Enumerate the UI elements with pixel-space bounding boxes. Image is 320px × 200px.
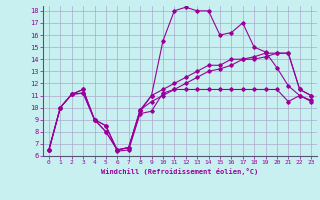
X-axis label: Windchill (Refroidissement éolien,°C): Windchill (Refroidissement éolien,°C) xyxy=(101,168,259,175)
